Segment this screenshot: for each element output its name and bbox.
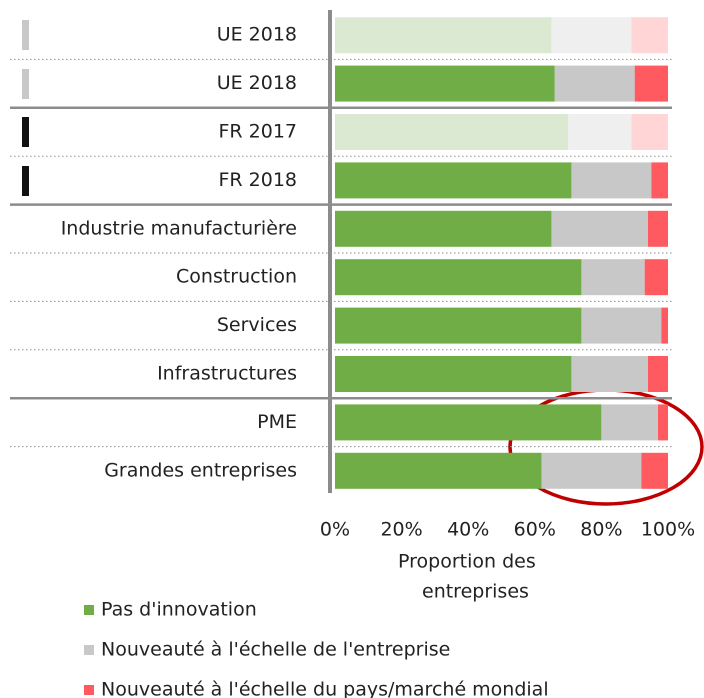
x-tick-label: 0% (320, 519, 350, 541)
bar-segment (568, 114, 632, 150)
legend-label: Pas d'innovation (101, 599, 257, 621)
bar-segment (634, 65, 668, 102)
category-label: FR 2018 (218, 169, 297, 191)
category-label: Grandes entreprises (104, 459, 297, 481)
category-label: PME (257, 411, 297, 433)
bar-segment (541, 452, 642, 489)
bar-segment (661, 307, 668, 344)
bar-segment (648, 356, 668, 392)
x-tick-label: 20% (380, 519, 422, 541)
bar-segment (335, 114, 569, 150)
bar-segment (631, 114, 668, 150)
category-label: FR 2017 (218, 121, 297, 143)
bar-segment (601, 404, 659, 441)
bar-segment (335, 65, 555, 102)
bar-segment (554, 65, 635, 102)
bar-segment (631, 17, 668, 54)
group-marker (22, 69, 29, 99)
bar-segment (648, 210, 668, 247)
category-label: Construction (176, 266, 297, 288)
bar-segment (644, 259, 668, 296)
x-tick-label: 100% (641, 519, 695, 541)
x-axis-label: entreprises (422, 581, 529, 603)
bar-segment (335, 452, 542, 489)
bar-segment (571, 356, 649, 392)
bar-segment (335, 162, 572, 199)
group-marker (22, 117, 29, 147)
category-label: Infrastructures (157, 363, 297, 385)
group-marker (22, 166, 29, 196)
x-tick-label: 60% (514, 519, 556, 541)
bar-segment (551, 17, 632, 54)
bar-segment (581, 259, 645, 296)
bar-segment (641, 452, 668, 489)
category-label: UE 2018 (217, 24, 297, 46)
category-label: UE 2018 (217, 72, 297, 94)
bar-segment (658, 404, 668, 441)
group-marker (22, 20, 29, 50)
legend-swatch (84, 605, 94, 615)
x-tick-label: 80% (580, 519, 622, 541)
legend-swatch (84, 645, 94, 655)
bar-segment (335, 404, 602, 441)
bar-segment (335, 356, 572, 392)
category-label: Industrie manufacturière (61, 217, 297, 239)
bar-segment (335, 259, 582, 296)
bar-segment (651, 162, 668, 199)
bar-segment (335, 307, 582, 344)
bar-segment (551, 210, 649, 247)
bar-segment (335, 17, 552, 54)
legend-swatch (84, 685, 94, 695)
bar-segment (571, 162, 652, 199)
category-label: Services (217, 314, 297, 336)
bar-segment (581, 307, 662, 344)
bar-segment (335, 210, 552, 247)
x-axis-label: Proportion des (398, 551, 536, 573)
legend-label: Nouveauté à l'échelle du pays/marché mon… (101, 679, 549, 698)
legend-label: Nouveauté à l'échelle de l'entreprise (101, 639, 450, 661)
x-tick-label: 40% (447, 519, 489, 541)
